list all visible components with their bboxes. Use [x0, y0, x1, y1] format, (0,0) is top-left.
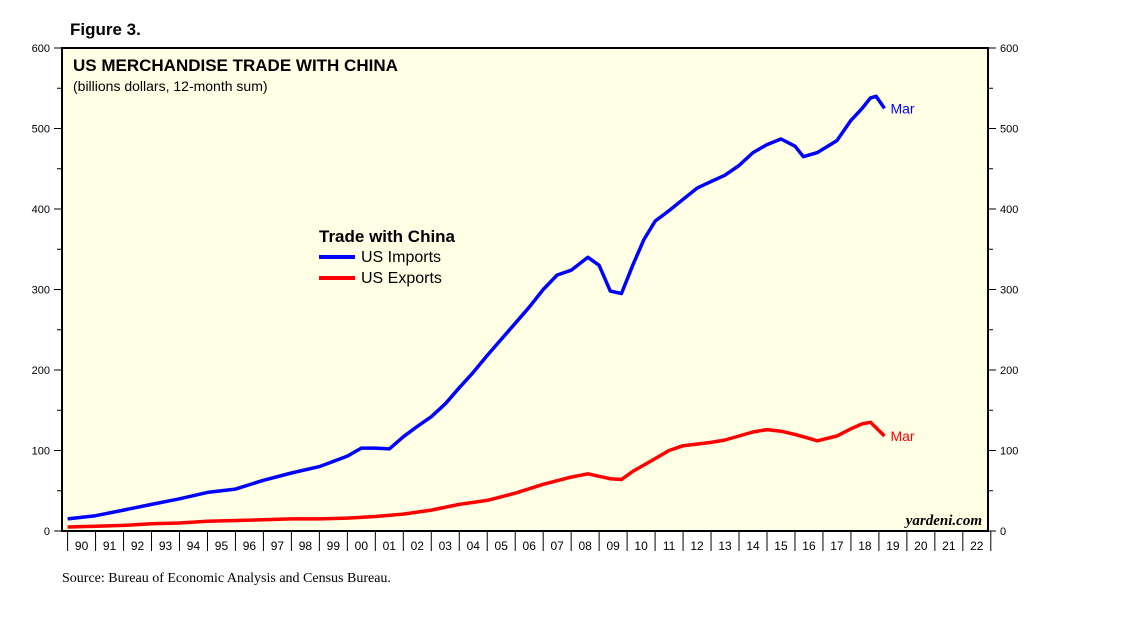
x-tick-label: 17 — [830, 539, 844, 553]
x-tick-label: 19 — [886, 539, 900, 553]
x-tick-label: 97 — [271, 539, 285, 553]
y-tick-label-right: 300 — [1000, 285, 1018, 297]
source-note: Source: Bureau of Economic Analysis and … — [62, 571, 391, 586]
chart-title: US MERCHANDISE TRADE WITH CHINA — [73, 56, 398, 75]
x-tick-label: 10 — [634, 539, 648, 553]
x-tick-label: 04 — [467, 539, 481, 553]
x-tick-label: 22 — [970, 539, 984, 553]
x-axis: 90 91 92 93 94 95 96 97 98 99 00 01 02 03 04 05 06 07 08 09… — [67, 531, 992, 553]
y-tick-label-left: 200 — [32, 365, 50, 377]
x-tick-label: 96 — [243, 539, 257, 553]
x-tick-label: 99 — [327, 539, 341, 553]
y-tick-label-right: 600 — [1000, 43, 1018, 55]
series-line-imports — [67, 94, 886, 521]
y-tick-label-left: 300 — [32, 285, 50, 297]
legend-label-exports: US Exports — [361, 270, 442, 287]
y-axis-left: 0 100 200 300 400 500 600 — [32, 43, 62, 538]
x-tick-label: 20 — [914, 539, 928, 553]
y-tick-label-right: 100 — [1000, 446, 1018, 458]
x-tick-label: 05 — [495, 539, 509, 553]
x-tick-label: 00 — [355, 539, 369, 553]
x-tick-label: 11 — [663, 539, 676, 553]
y-tick-label-right: 200 — [1000, 365, 1018, 377]
x-tick-label: 03 — [439, 539, 453, 553]
y-tick-label-right: 400 — [1000, 204, 1018, 216]
y-tick-label-left: 100 — [32, 446, 50, 458]
x-tick-label: 91 — [103, 539, 117, 553]
y-axis-right: 0 100 200 300 400 500 600 — [988, 43, 1018, 538]
x-tick-label: 06 — [523, 539, 537, 553]
x-tick-label: 15 — [774, 539, 788, 553]
y-tick-label-left: 500 — [32, 124, 50, 136]
x-tick-label: 07 — [550, 539, 564, 553]
x-tick-label: 95 — [215, 539, 229, 553]
y-tick-label-left: 0 — [44, 526, 50, 538]
x-tick-label: 02 — [411, 539, 425, 553]
x-tick-label: 01 — [383, 539, 397, 553]
legend: Trade with China US Imports US Exports — [319, 227, 456, 287]
x-tick-label: 90 — [75, 539, 89, 553]
series-layer: Mar Mar — [67, 94, 915, 529]
x-tick-label: 08 — [578, 539, 592, 553]
x-tick-label: 92 — [131, 539, 145, 553]
x-tick-label: 18 — [858, 539, 872, 553]
x-tick-label: 14 — [746, 539, 760, 553]
series-line-exports — [67, 420, 886, 529]
y-tick-label-right: 0 — [1000, 526, 1006, 538]
end-label-exports: Mar — [890, 428, 914, 444]
x-tick-label: 16 — [802, 539, 816, 553]
legend-title: Trade with China — [319, 227, 456, 246]
x-tick-label: 98 — [299, 539, 313, 553]
watermark: yardeni.com — [904, 513, 982, 529]
x-tick-label: 94 — [187, 539, 201, 553]
x-tick-label: 09 — [606, 539, 620, 553]
x-tick-label: 13 — [718, 539, 732, 553]
chart-subtitle: (billions dollars, 12-month sum) — [73, 78, 268, 94]
x-tick-label: 93 — [159, 539, 173, 553]
x-tick-label: 21 — [942, 539, 956, 553]
y-tick-label-left: 600 — [32, 43, 50, 55]
x-tick-label: 12 — [690, 539, 704, 553]
y-tick-label-left: 400 — [32, 204, 50, 216]
end-label-imports: Mar — [890, 100, 914, 116]
legend-label-imports: US Imports — [361, 249, 441, 266]
figure-label: Figure 3. — [70, 20, 141, 39]
y-tick-label-right: 500 — [1000, 124, 1018, 136]
